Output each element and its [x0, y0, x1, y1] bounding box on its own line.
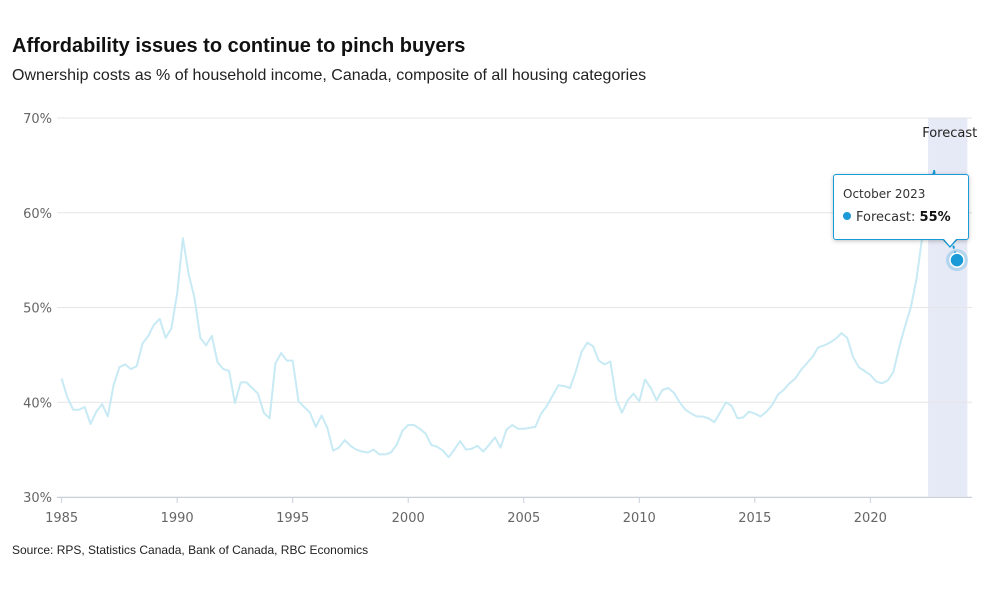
tooltip-value: 55% [919, 210, 951, 225]
x-tick-label: 2015 [738, 511, 771, 526]
y-tick-label: 30% [23, 491, 52, 506]
x-tick-label: 2000 [392, 511, 425, 526]
x-tick-label: 1995 [276, 511, 309, 526]
chart-source: Source: RPS, Statistics Canada, Bank of … [12, 543, 369, 557]
chart-subtitle: Ownership costs as % of household income… [12, 67, 647, 84]
x-tick-label: 1985 [45, 511, 78, 526]
x-tick-label: 2010 [623, 511, 656, 526]
series-line-historical [60, 203, 930, 459]
x-tick-label: 1990 [161, 511, 194, 526]
x-tick-label: 2020 [854, 511, 887, 526]
tooltip-label: Forecast: [856, 210, 916, 225]
tooltip-date: October 2023 [843, 187, 926, 201]
y-tick-label: 50% [23, 302, 52, 317]
y-tick-label: 60% [23, 207, 52, 222]
chart-title: Affordability issues to continue to pinc… [12, 35, 466, 57]
series-dot-icon [843, 212, 851, 220]
tooltip-row: Forecast: 55% [843, 210, 951, 225]
forecast-point [949, 252, 965, 268]
forecast-label: Forecast [922, 126, 977, 141]
y-tick-label: 40% [23, 396, 52, 411]
x-tick-label: 2005 [507, 511, 540, 526]
tooltip-pointer-inner [943, 238, 957, 246]
y-tick-label: 70% [23, 112, 52, 127]
chart-tooltip: October 2023 Forecast: 55% [833, 174, 969, 240]
